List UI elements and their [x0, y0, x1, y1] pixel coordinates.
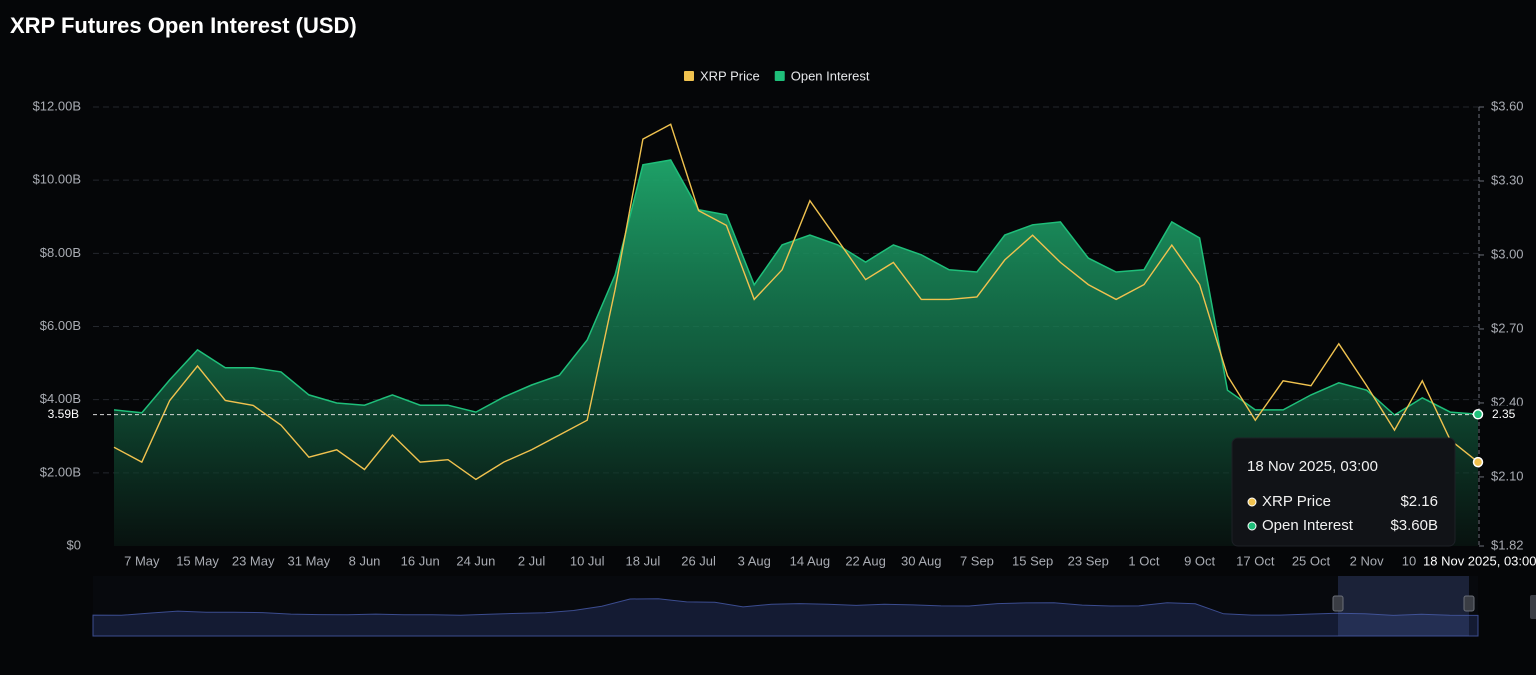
y-tick-label: $12.00B	[33, 98, 81, 113]
tooltip-box	[1231, 437, 1456, 547]
area-fill	[114, 160, 1478, 546]
navigator-handle[interactable]	[1332, 595, 1344, 612]
crosshair-label: 3.59B	[48, 407, 79, 421]
x-tick-label: 7 May	[124, 553, 160, 568]
legend-swatch	[684, 71, 694, 81]
tooltip-value: $3.60B	[1390, 517, 1438, 534]
y-tick-label: $8.00B	[40, 245, 81, 260]
tooltip-title: 18 Nov 2025, 03:00	[1247, 458, 1378, 475]
x-tick-label: 18 Jul	[626, 553, 661, 568]
x-tick-label: 2 Nov	[1350, 553, 1384, 568]
hover-x-bg	[1418, 551, 1536, 573]
y2-tick-label: $2.70	[1491, 320, 1524, 335]
x-tick-label: 16 Jun	[401, 553, 440, 568]
navigator-handle[interactable]	[1463, 595, 1475, 612]
x-tick-label: 15 May	[176, 553, 219, 568]
y2-tick-label: $2.40	[1491, 394, 1524, 409]
legend-swatch	[774, 71, 785, 81]
x-tick-label: 15 Sep	[1012, 553, 1053, 568]
y2-tick-label: $2.10	[1491, 468, 1524, 483]
legend-label: Open Interest	[791, 68, 870, 83]
x-tick-label: 7 Sep	[960, 553, 994, 568]
hover-point	[1472, 456, 1484, 468]
tooltip-dot	[1247, 497, 1257, 507]
x-tick-label: 30 Aug	[901, 553, 942, 568]
x-tick-label: 8 Jun	[349, 553, 381, 568]
hover-x-label: 18 Nov 2025, 03:00	[1423, 553, 1536, 568]
x-tick-label: 26 Jul	[681, 553, 716, 568]
y2-tick-label: $3.30	[1491, 172, 1524, 187]
scrollbar-handle[interactable]	[1530, 595, 1536, 619]
x-tick-label: 10 Jul	[570, 553, 605, 568]
tooltip-value: $2.16	[1400, 493, 1438, 510]
y-tick-label: $10.00B	[33, 172, 81, 187]
tooltip-name: XRP Price	[1262, 493, 1331, 510]
hover-point	[1472, 409, 1484, 420]
legend-label: XRP Price	[700, 68, 760, 83]
y-tick-label: $0	[67, 537, 81, 552]
x-tick-label: 9 Oct	[1184, 553, 1215, 568]
y2-tick-label: $3.00	[1491, 246, 1524, 261]
x-tick-label: 14 Aug	[790, 553, 831, 568]
x-tick-label: 17 Oct	[1236, 553, 1275, 568]
x-tick-label: 25 Oct	[1292, 553, 1331, 568]
x-tick-label: 1 Oct	[1128, 553, 1159, 568]
x-tick-label: 23 May	[232, 553, 275, 568]
price-line	[113, 123, 1479, 481]
y-tick-label: $2.00B	[40, 464, 81, 479]
area-line	[113, 159, 1479, 416]
x-tick-label: 31 May	[288, 553, 331, 568]
navigator-area	[92, 598, 1479, 637]
x-tick-label: 2 Jul	[518, 553, 546, 568]
x-tick-label: 23 Sep	[1068, 553, 1109, 568]
navigator-selection[interactable]	[1338, 576, 1469, 636]
chart-title: XRP Futures Open Interest (USD)	[10, 13, 357, 38]
tooltip-name: Open Interest	[1262, 517, 1354, 534]
x-tick-label: 22 Aug	[845, 553, 886, 568]
x-tick-label: 24 Jun	[456, 553, 495, 568]
y-tick-label: $6.00B	[40, 318, 81, 333]
x-tick-label: 3 Aug	[738, 553, 771, 568]
y-tick-label: $4.00B	[40, 391, 81, 406]
tooltip-dot	[1247, 521, 1257, 531]
crosshair-y2-label: 2.35	[1492, 407, 1516, 421]
y2-tick-label: $3.60	[1491, 98, 1524, 113]
crosshair-y2-bg	[1486, 405, 1526, 424]
crosshair-label-bg	[40, 405, 84, 424]
y2-tick-label: $1.82	[1491, 537, 1524, 552]
